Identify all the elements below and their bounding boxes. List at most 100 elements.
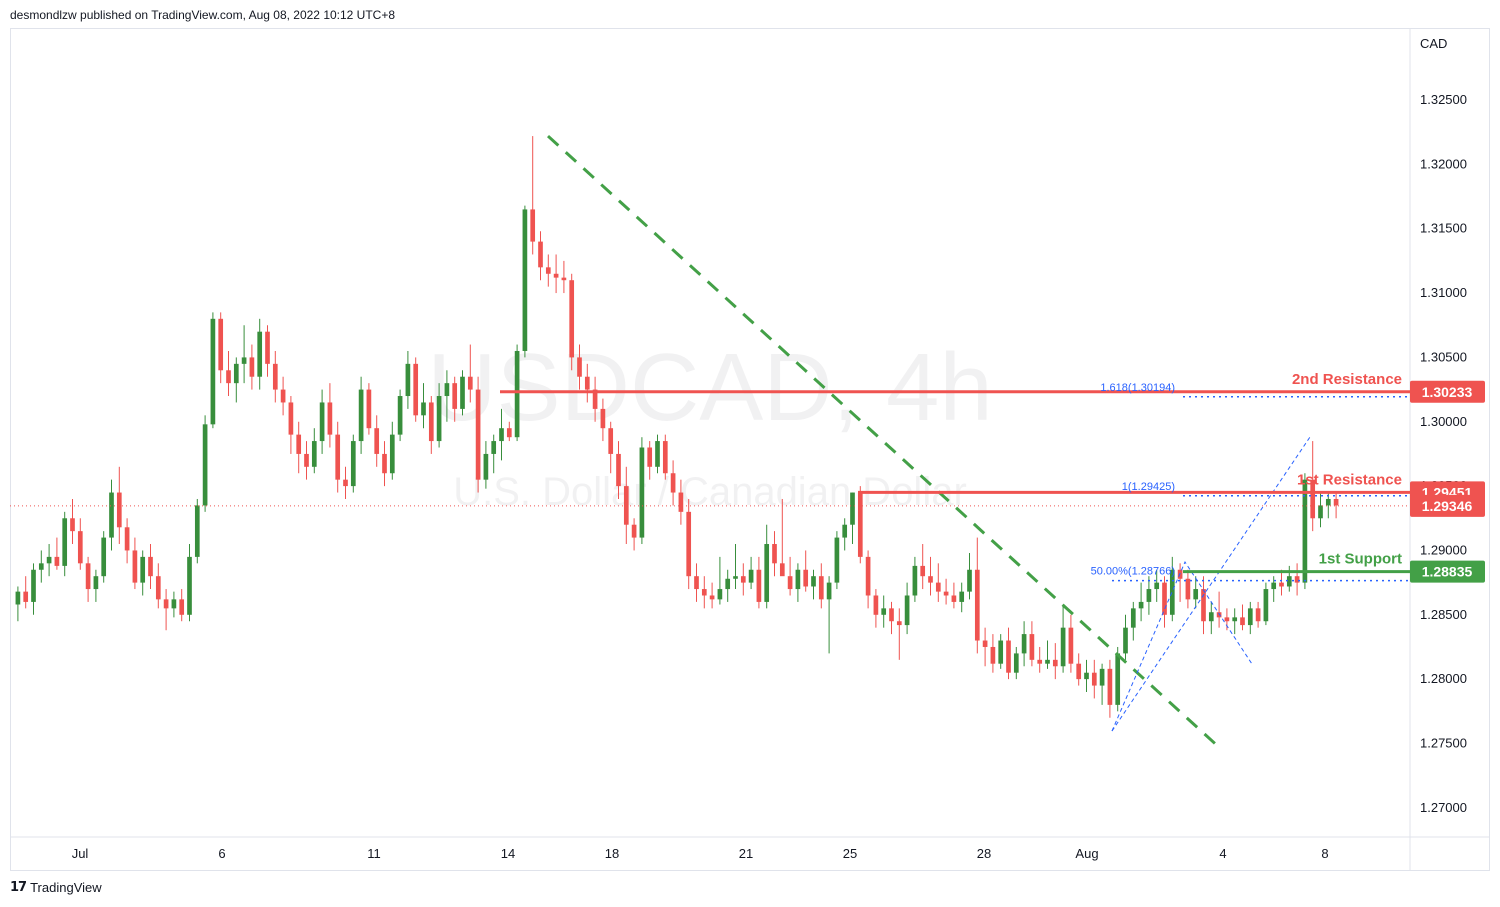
current-price-tag-bg [1410,494,1485,517]
candle-body [1162,582,1167,615]
tradingview-brand: TradingView [30,880,102,895]
candle-body [218,318,224,371]
candle-body [405,363,411,397]
candle-body [210,318,216,425]
candle-body [1084,672,1089,680]
price-tick-label: 1.30000 [1420,414,1467,429]
candle-body [1325,498,1331,506]
candle-body [943,591,949,596]
candle-body [717,589,723,600]
time-tick-label: 14 [501,846,515,861]
candle-body [467,376,473,390]
candle-body [1045,659,1050,664]
candle-body [1247,608,1253,626]
candle-body [522,209,528,351]
candle-body [1060,627,1066,667]
candle-body [631,524,637,538]
candle-body [818,576,824,600]
candle-body [428,402,434,442]
tradingview-footer[interactable]: 17 TradingView [10,880,102,895]
candle-body [124,527,130,551]
candle-body [1123,627,1128,654]
candle-body [834,537,840,583]
candle-body [857,492,863,557]
price-axis[interactable]: 1.32500 1.32000 1.31500 1.31000 1.30500 1.300… [1420,92,1467,815]
candle-body [1201,589,1206,622]
candle-body [1021,634,1027,654]
candle-body [1240,617,1245,626]
time-tick-label: Jul [72,846,89,861]
candle-body [413,363,419,416]
candle-body [343,479,348,487]
candle-body [1302,479,1308,583]
candle-body [397,396,403,435]
candle-body [553,273,559,278]
candle-body [374,428,380,454]
candle-body [1029,634,1035,660]
fib-level-label: 1.618(1.30194) [1100,382,1175,394]
candle-body [538,241,543,268]
time-axis[interactable]: Jul 6 11 14 18 21 25 28 Aug 4 8 [72,846,1329,861]
time-tick-label: 8 [1321,846,1328,861]
candle-body [358,389,364,442]
candle-body [725,578,731,590]
current-price-tag: 1.29346 [1422,498,1473,514]
candle-body [1052,659,1058,667]
candle-body [772,544,777,564]
candle-body [280,389,286,403]
candle-body [1146,589,1152,602]
candle-body [896,621,902,626]
candle-body [85,563,91,590]
currency-label: CAD [1420,36,1447,51]
candle-body [93,576,99,590]
candle-body [811,576,816,587]
candle-body [1310,479,1316,519]
candle-body [569,280,575,358]
candle-body [272,363,278,390]
time-tick-label: 4 [1219,846,1226,861]
candle-body [998,640,1004,664]
candle-body [460,376,465,409]
candle-body [967,569,972,592]
candle-body [46,556,52,564]
candle-body [452,383,458,409]
candle-body [1138,601,1144,609]
candle-body [499,428,504,442]
candle-body [740,576,746,583]
candle-body [1185,578,1191,600]
time-tick-label: 11 [367,846,381,861]
candle-body [764,544,770,602]
candle-body [249,357,255,377]
candle-body [514,350,520,438]
publisher-header: desmondlzw published on TradingView.com,… [10,8,396,22]
price-tag: 1.30233 [1422,384,1473,400]
price-tick-label: 1.31000 [1420,285,1467,300]
candle-body [265,331,270,364]
downtrend-line [546,134,1224,752]
candle-body [951,595,957,602]
candle-body [826,582,832,600]
candle-body [1076,663,1082,680]
candle-body [31,569,36,602]
candle-body [101,537,107,577]
candle-body [179,599,185,615]
candle-body [600,408,606,429]
candle-body [304,453,309,467]
candle-body [187,556,192,615]
candle-body [928,576,933,583]
candle-body [1193,589,1199,600]
time-tick-label: 21 [739,846,753,861]
level-label: 2nd Resistance [1292,371,1402,388]
candle-body [1271,582,1277,590]
candle-body [850,492,855,525]
candle-body [959,591,965,602]
candle-body [241,357,247,364]
candle-body [920,565,926,577]
candle-body [506,428,512,438]
price-tick-label: 1.27000 [1420,800,1467,815]
candle-body [382,453,387,474]
candle-body [795,569,801,590]
candle-body [803,569,809,587]
candle-body [733,576,738,579]
